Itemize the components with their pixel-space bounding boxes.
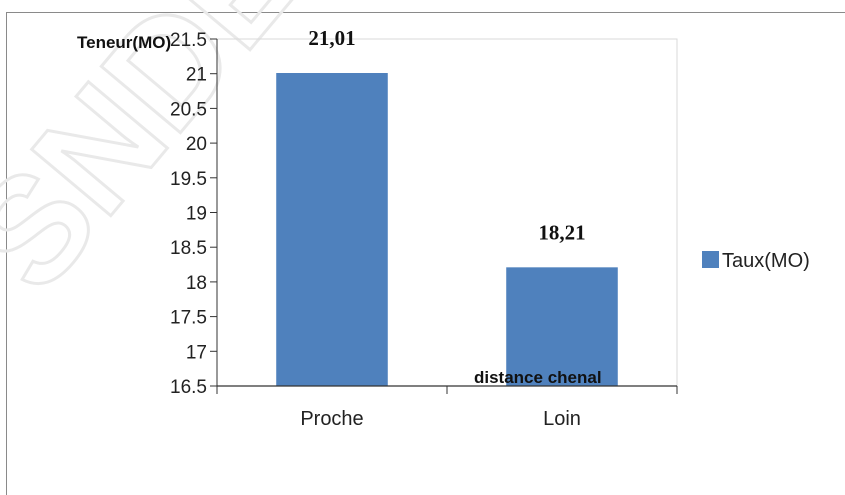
y-tick-label: 20.5 <box>170 99 207 120</box>
y-axis-label: Teneur(MO) <box>77 33 171 52</box>
data-label: 18,21 <box>538 220 585 244</box>
y-tick-label: 21 <box>186 65 207 86</box>
y-tick-label: 17 <box>186 342 207 363</box>
y-tick-label: 19.5 <box>170 169 207 190</box>
chart-frame <box>6 12 845 495</box>
y-tick-label: 20 <box>186 134 207 155</box>
y-tick-label: 16.5 <box>170 377 207 398</box>
y-tick-label: 19 <box>186 204 207 225</box>
y-axis: 16.5 17 17.5 18 18.5 19 19.5 20 20.5 21 21.5 <box>170 30 218 398</box>
y-tick-label: 21.5 <box>170 30 207 51</box>
x-tick-label: Loin <box>543 408 581 430</box>
legend-label: Taux(MO) <box>722 250 810 272</box>
data-label: 21,01 <box>308 26 355 50</box>
y-tick-label: 17.5 <box>170 308 207 329</box>
y-tick-label: 18.5 <box>170 238 207 259</box>
x-tick-label: Proche <box>300 408 363 430</box>
x-axis: Proche Loin <box>216 385 678 430</box>
bar-loin <box>506 267 618 386</box>
legend-swatch <box>702 251 719 268</box>
y-tick-label: 18 <box>186 273 207 294</box>
bars: 21,01 18,21 <box>276 26 618 387</box>
x-axis-label: distance chenal <box>474 368 602 387</box>
legend: Taux(MO) <box>702 250 810 272</box>
bar-proche <box>276 73 388 387</box>
